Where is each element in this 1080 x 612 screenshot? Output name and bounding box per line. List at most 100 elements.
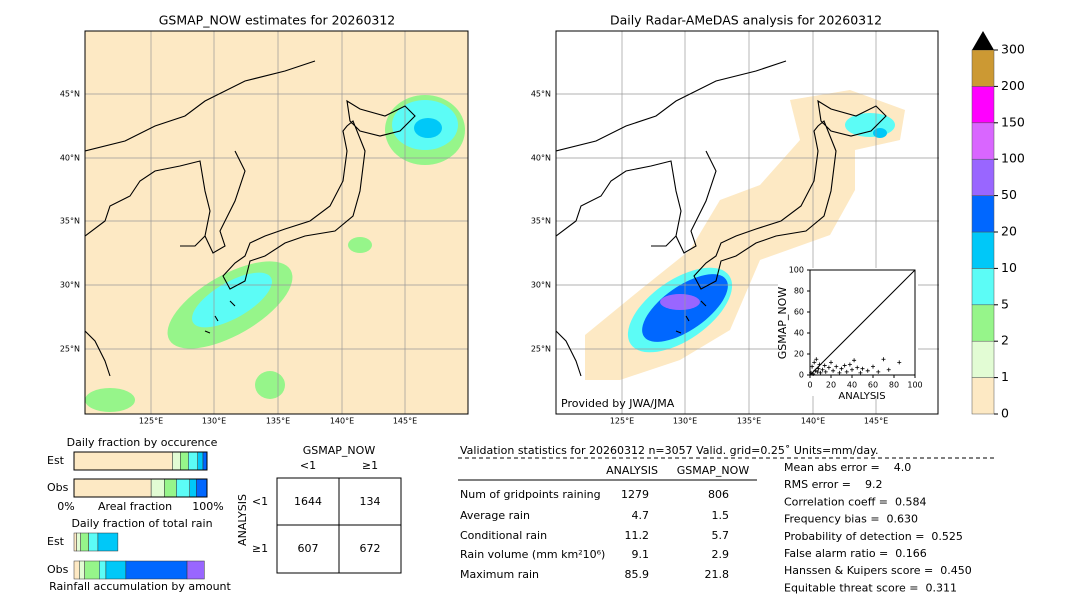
stat-value: 1.5 <box>712 509 730 522</box>
fraction-segment <box>76 532 81 552</box>
stat-label: Rain volume (mm km²10⁶) <box>460 548 605 561</box>
lat-label: 25°N <box>60 345 80 354</box>
point <box>847 362 852 367</box>
col-label: <1 <box>300 459 316 472</box>
map-background <box>85 31 468 414</box>
fraction-segment <box>99 560 107 580</box>
point <box>810 364 815 369</box>
colorbar-segment <box>971 377 995 415</box>
axis-label: Areal fraction <box>98 500 172 513</box>
axis-label: Rainfall accumulation by amount <box>49 580 231 593</box>
axis-label: 0% <box>57 500 74 513</box>
stat-value: 9.1 <box>632 548 650 561</box>
point <box>831 368 836 373</box>
point <box>813 368 818 373</box>
fraction-segment <box>150 478 165 498</box>
fraction-segment <box>88 532 99 552</box>
fraction-segment <box>202 451 208 471</box>
colorbar-label: 5 <box>1001 296 1009 311</box>
y-axis-label: GSMAP_NOW <box>776 287 789 360</box>
lon-label: 130°E <box>673 417 697 426</box>
point <box>809 370 814 375</box>
point <box>834 364 839 369</box>
colorbar-label: 50 <box>1001 187 1017 202</box>
row-label: Obs <box>47 563 69 576</box>
colorbar-label: 300 <box>1001 42 1025 57</box>
fraction-segment <box>172 451 181 471</box>
point <box>852 358 857 363</box>
point <box>886 367 891 372</box>
stat-value: 2.9 <box>712 548 730 561</box>
point <box>814 357 819 362</box>
y-tick-label: 40 <box>794 329 804 338</box>
fraction-segment <box>188 451 198 471</box>
point <box>871 364 875 369</box>
table-title: GSMAP_NOW <box>303 444 376 457</box>
lon-label: 135°E <box>266 417 290 426</box>
map-frame <box>84 30 469 415</box>
lon-label: 125°E <box>139 417 163 426</box>
fraction-segment <box>176 478 190 498</box>
point <box>829 360 833 365</box>
table-title: ANALYSIS <box>236 494 249 546</box>
panel-title: Daily fraction of total rain <box>71 517 212 530</box>
x-axis-label: ANALYSIS <box>838 391 885 402</box>
fraction-segment <box>180 451 189 471</box>
lon-label: 140°E <box>330 417 354 426</box>
point <box>812 360 817 365</box>
map-frame <box>555 30 939 415</box>
colorbar-extend <box>972 31 994 50</box>
score: Hanssen & Kuipers score = 0.450 <box>784 564 972 577</box>
colorbar-label: 2 <box>1001 333 1009 348</box>
y-tick-label: 60 <box>794 308 804 317</box>
point <box>820 367 825 372</box>
point <box>865 368 870 373</box>
scatter-frame <box>809 269 916 376</box>
stat-label: Maximum rain <box>460 568 539 581</box>
stat-value: 21.8 <box>705 568 730 581</box>
point <box>876 369 881 374</box>
point <box>837 370 842 375</box>
stat-label: Conditional rain <box>460 529 547 542</box>
x-tick-label: 100 <box>907 381 922 390</box>
colorbar-segment <box>971 340 995 378</box>
score: Equitable threat score = 0.311 <box>784 581 957 594</box>
point <box>850 367 854 372</box>
stat-value: 5.7 <box>712 529 730 542</box>
lon-label: 145°E <box>864 417 888 426</box>
stat-value: 4.7 <box>632 509 650 522</box>
score: Probability of detection = 0.525 <box>784 530 963 543</box>
point <box>818 370 823 375</box>
lat-label: 35°N <box>531 217 551 226</box>
lat-label: 40°N <box>531 154 551 163</box>
y-tick-label: 80 <box>794 287 804 296</box>
panel-title: Daily fraction by occurence <box>67 436 218 449</box>
bar-frame <box>73 451 208 471</box>
point <box>839 366 844 371</box>
colorbar-segment <box>971 122 995 160</box>
point <box>811 371 816 376</box>
cell: 607 <box>298 542 319 555</box>
colorbar-label: 200 <box>1001 78 1025 93</box>
lat-label: 45°N <box>60 90 80 99</box>
map-title: GSMAP_NOW estimates for 20260312 <box>159 13 396 28</box>
colorbar-segment <box>971 268 995 306</box>
colorbar-segment <box>971 231 995 269</box>
x-tick-label: 0 <box>807 381 812 390</box>
lon-label: 130°E <box>202 417 226 426</box>
y-tick-label: 20 <box>794 350 804 359</box>
point <box>815 369 820 374</box>
fraction-segment <box>196 478 208 498</box>
stat-label: Average rain <box>460 509 530 522</box>
stat-value: 85.9 <box>625 568 650 581</box>
point <box>844 369 849 374</box>
point <box>881 357 886 362</box>
stat-value: 1279 <box>621 488 649 501</box>
fraction-segment <box>105 560 127 580</box>
y-tick-label: 0 <box>799 371 804 380</box>
diagonal <box>809 269 916 376</box>
score: Correlation coeff = 0.584 <box>784 495 926 508</box>
colorbar-segment <box>971 304 995 342</box>
y-tick-label: 100 <box>789 266 804 275</box>
lon-label: 140°E <box>801 417 825 426</box>
